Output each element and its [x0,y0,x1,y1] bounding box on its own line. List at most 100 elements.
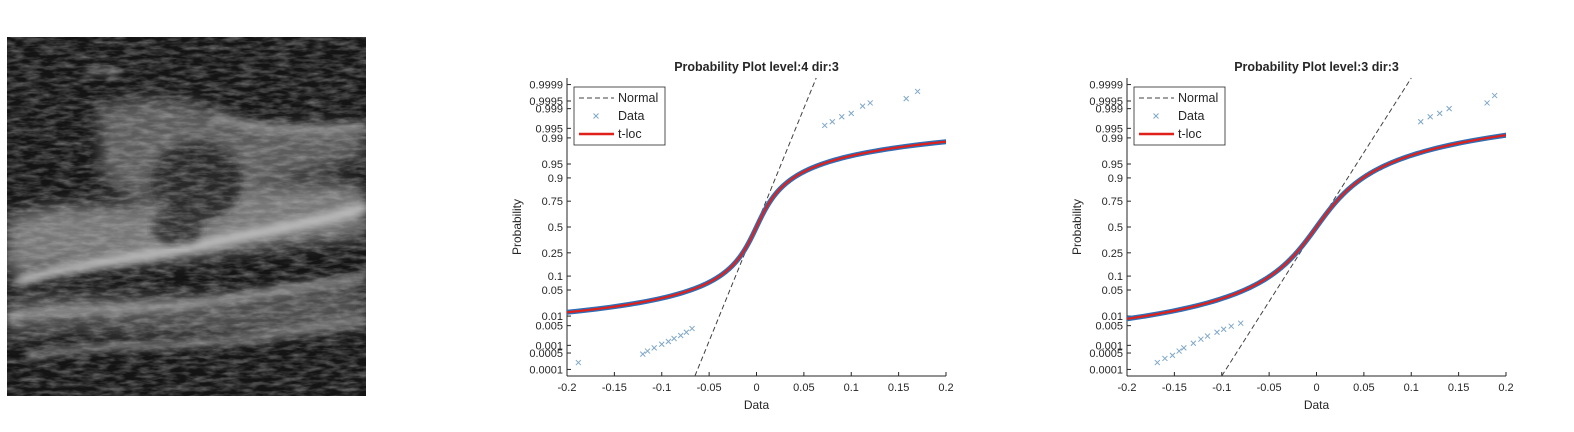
data-point [1228,323,1235,330]
y-tick-label: 0.9 [1108,173,1123,185]
chart-title: Probability Plot level:3 dir:3 [1234,60,1399,74]
data-dense-band [567,139,946,315]
y-tick-label: 0.9995 [1089,96,1123,108]
x-tick-label: 0.15 [888,382,909,394]
x-tick-label: -0.1 [652,382,671,394]
data-point [1491,92,1498,99]
legend-box [573,86,666,146]
data-point [914,88,921,95]
y-axis-label: Probability [510,199,524,255]
legend-tloc-label: t-loc [1178,127,1202,141]
x-axis-label: Data [1304,398,1330,412]
x-tick-label: 0.15 [1448,382,1469,394]
legend-data-swatch [593,113,599,119]
legend-data-label: Data [1178,109,1204,123]
y-tick-label: 0.95 [542,159,563,171]
y-tick-label: 0.75 [542,196,563,208]
data-point [575,359,582,366]
x-axis-label: Data [744,398,770,412]
y-tick-label: 0.99 [542,133,563,145]
data-point [1417,118,1424,125]
data-point [867,100,874,106]
y-tick-label: 0.995 [1095,123,1123,135]
data-point [639,351,646,358]
data-point [1154,359,1161,366]
data-point [1220,326,1227,333]
data-point [1237,320,1244,327]
y-tick-label: 0.99 [1102,133,1123,145]
x-tick-label: 0.05 [1353,382,1374,394]
y-tick-label: 0.0001 [1089,364,1123,376]
x-tick-label: 0.1 [844,382,859,394]
data-point [644,348,651,354]
y-tick-label: 0.01 [1102,311,1123,323]
y-tick-label: 0.9999 [1089,80,1123,92]
data-point [848,110,855,117]
tloc-fit-curve [1127,134,1506,320]
data-point [1176,348,1182,354]
y-tick-label: 0.25 [1102,248,1123,260]
y-tick-label: 0.995 [535,123,563,135]
legend: Normal Data t-loc [573,86,666,146]
y-tick-label: 0.1 [548,271,563,283]
legend-normal-label: Normal [1178,91,1218,105]
y-tick-label: 0.01 [542,311,563,323]
y-tick-label: 0.005 [1095,321,1123,333]
x-tick-label: 0.1 [1404,382,1419,394]
data-point [1169,352,1176,359]
legend-data-swatch [1153,113,1159,119]
y-tick-label: 0.0005 [529,348,563,360]
data-point [859,103,866,109]
data-point [1190,340,1197,347]
y-tick-label: 0.05 [542,285,563,297]
x-tick-label: 0 [753,382,759,394]
y-tick-label: 0.05 [1102,285,1123,297]
data-point [1204,333,1211,339]
x-tick-label: -0.05 [1257,382,1282,394]
legend: Normal Data t-loc [1133,86,1226,146]
data-point [1214,329,1220,336]
y-tick-label: 0.25 [542,248,563,260]
x-tick-label: 0 [1313,382,1319,394]
y-tick-label: 0.5 [1108,222,1123,234]
x-tick-label: -0.2 [558,382,577,394]
y-tick-label: 0.9999 [529,80,563,92]
data-point [658,341,665,348]
y-tick-label: 0.1 [1108,271,1123,283]
legend-data-label: Data [618,109,644,123]
y-axis-label: Probability [1070,199,1084,255]
data-point [1436,110,1443,117]
legend-normal-label: Normal [618,91,658,105]
data-point [821,122,828,129]
y-tick-label: 0.9 [548,173,563,185]
data-point [683,329,690,336]
data-point [689,325,695,332]
x-tick-label: 0.2 [938,382,953,394]
x-tick-label: -0.05 [697,382,722,394]
y-tick-label: 0.95 [1102,159,1123,171]
ultrasound-image [7,37,366,396]
data-dense-band [1127,132,1506,322]
data-point [1446,105,1453,112]
y-tick-label: 0.999 [535,104,563,116]
y-tick-label: 0.999 [1095,104,1123,116]
x-tick-label: -0.15 [1162,382,1187,394]
y-tick-label: 0.005 [535,321,563,333]
y-tick-label: 0.0005 [1089,348,1123,360]
data-point [665,338,672,345]
chart-title: Probability Plot level:4 dir:3 [674,60,839,74]
chart-1-group: Probability Plot level:3 dir:3 -0.2 -0.15 -… [1070,60,1514,412]
legend-tloc-label: t-loc [618,127,642,141]
x-tick-label: 0.05 [793,382,814,394]
data-point [671,335,677,342]
x-tick-label: -0.2 [1118,382,1137,394]
data-point [677,332,684,339]
data-point [651,345,658,351]
data-point [1198,336,1204,343]
legend-box [1133,86,1226,146]
data-point [903,95,910,102]
data-point [1180,345,1187,351]
x-tick-label: 0.2 [1498,382,1513,394]
y-tick-label: 0.9995 [529,96,563,108]
y-tick-label: 0.5 [548,222,563,234]
